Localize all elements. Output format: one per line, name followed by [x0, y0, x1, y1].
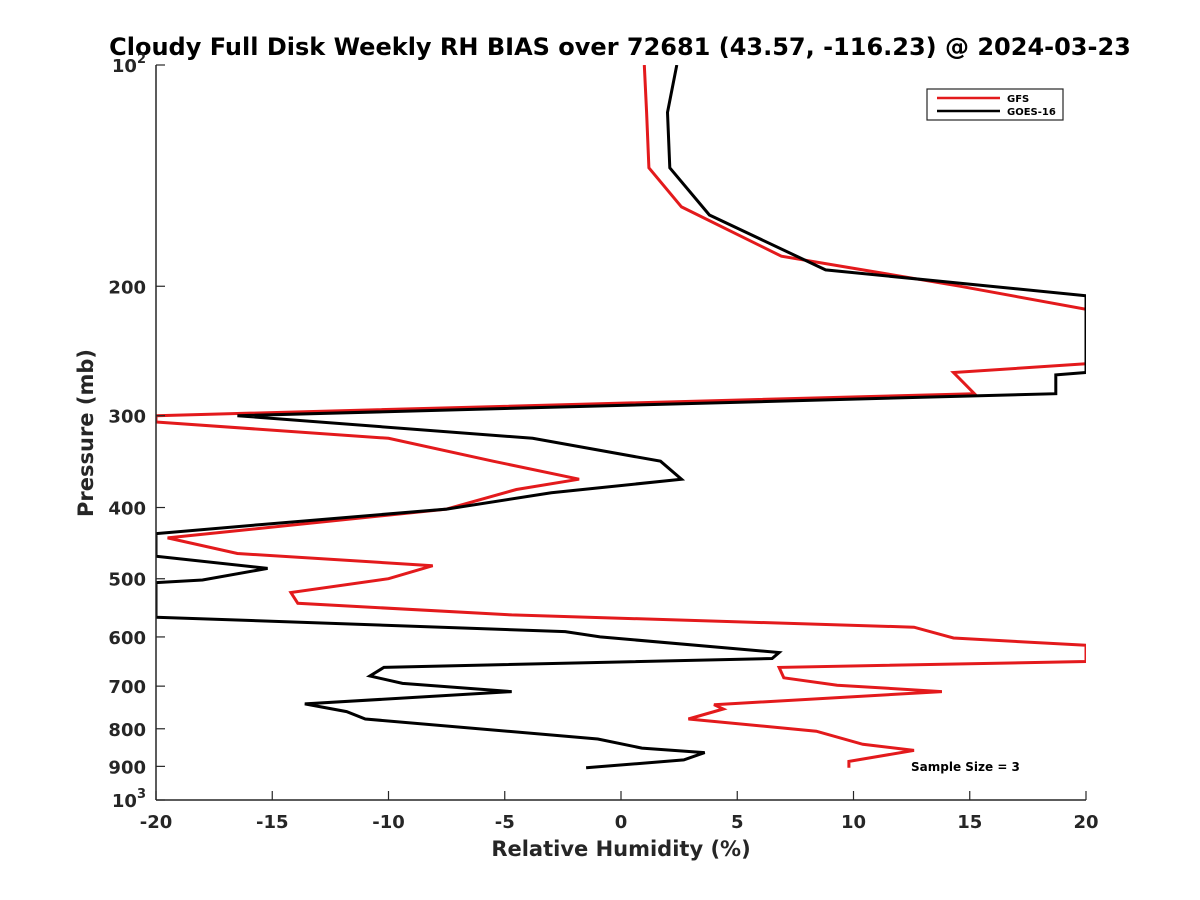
y-tick-label: 103 [112, 787, 146, 812]
x-tick-label: 10 [841, 812, 866, 833]
legend: GFS GOES-16 [926, 88, 1064, 121]
x-tick-label: -15 [256, 812, 289, 833]
y-tick-label: 400 [108, 499, 146, 520]
series-layer [156, 65, 1086, 770]
legend-label: GFS [1007, 94, 1029, 105]
y-tick-label: 700 [108, 677, 146, 698]
legend-label: GOES-16 [1007, 107, 1056, 118]
y-tick-label: 800 [108, 720, 146, 741]
x-tick-label: 15 [957, 812, 982, 833]
x-axis-label: Relative Humidity (%) [491, 837, 750, 861]
chart-title: Cloudy Full Disk Weekly RH BIAS over 726… [109, 33, 1131, 61]
legend-box [926, 88, 1064, 121]
x-tick-label: 5 [731, 812, 744, 833]
x-tick-label: -5 [495, 812, 515, 833]
y-tick-label: 500 [108, 570, 146, 591]
y-tick-label: 600 [108, 628, 146, 649]
y-tick-label: 300 [108, 407, 146, 428]
y-tick-label: 900 [108, 757, 146, 778]
axes-layer: -20 -15 -10 -5 0 5 10 15 20 102 200 300 400 500 600 700… [108, 52, 1098, 833]
series-line-gfs [156, 65, 1086, 768]
x-tick-label: -10 [372, 812, 405, 833]
y-axis-label: Pressure (mb) [74, 349, 98, 517]
x-tick-label: -20 [140, 812, 173, 833]
x-tick-label: 0 [615, 812, 628, 833]
y-tick-label: 102 [112, 52, 146, 77]
x-tick-label: 20 [1073, 812, 1098, 833]
sample-size-annotation: Sample Size = 3 [911, 760, 1020, 774]
series-line-goes-16 [156, 65, 1086, 770]
y-tick-label: 200 [108, 277, 146, 298]
